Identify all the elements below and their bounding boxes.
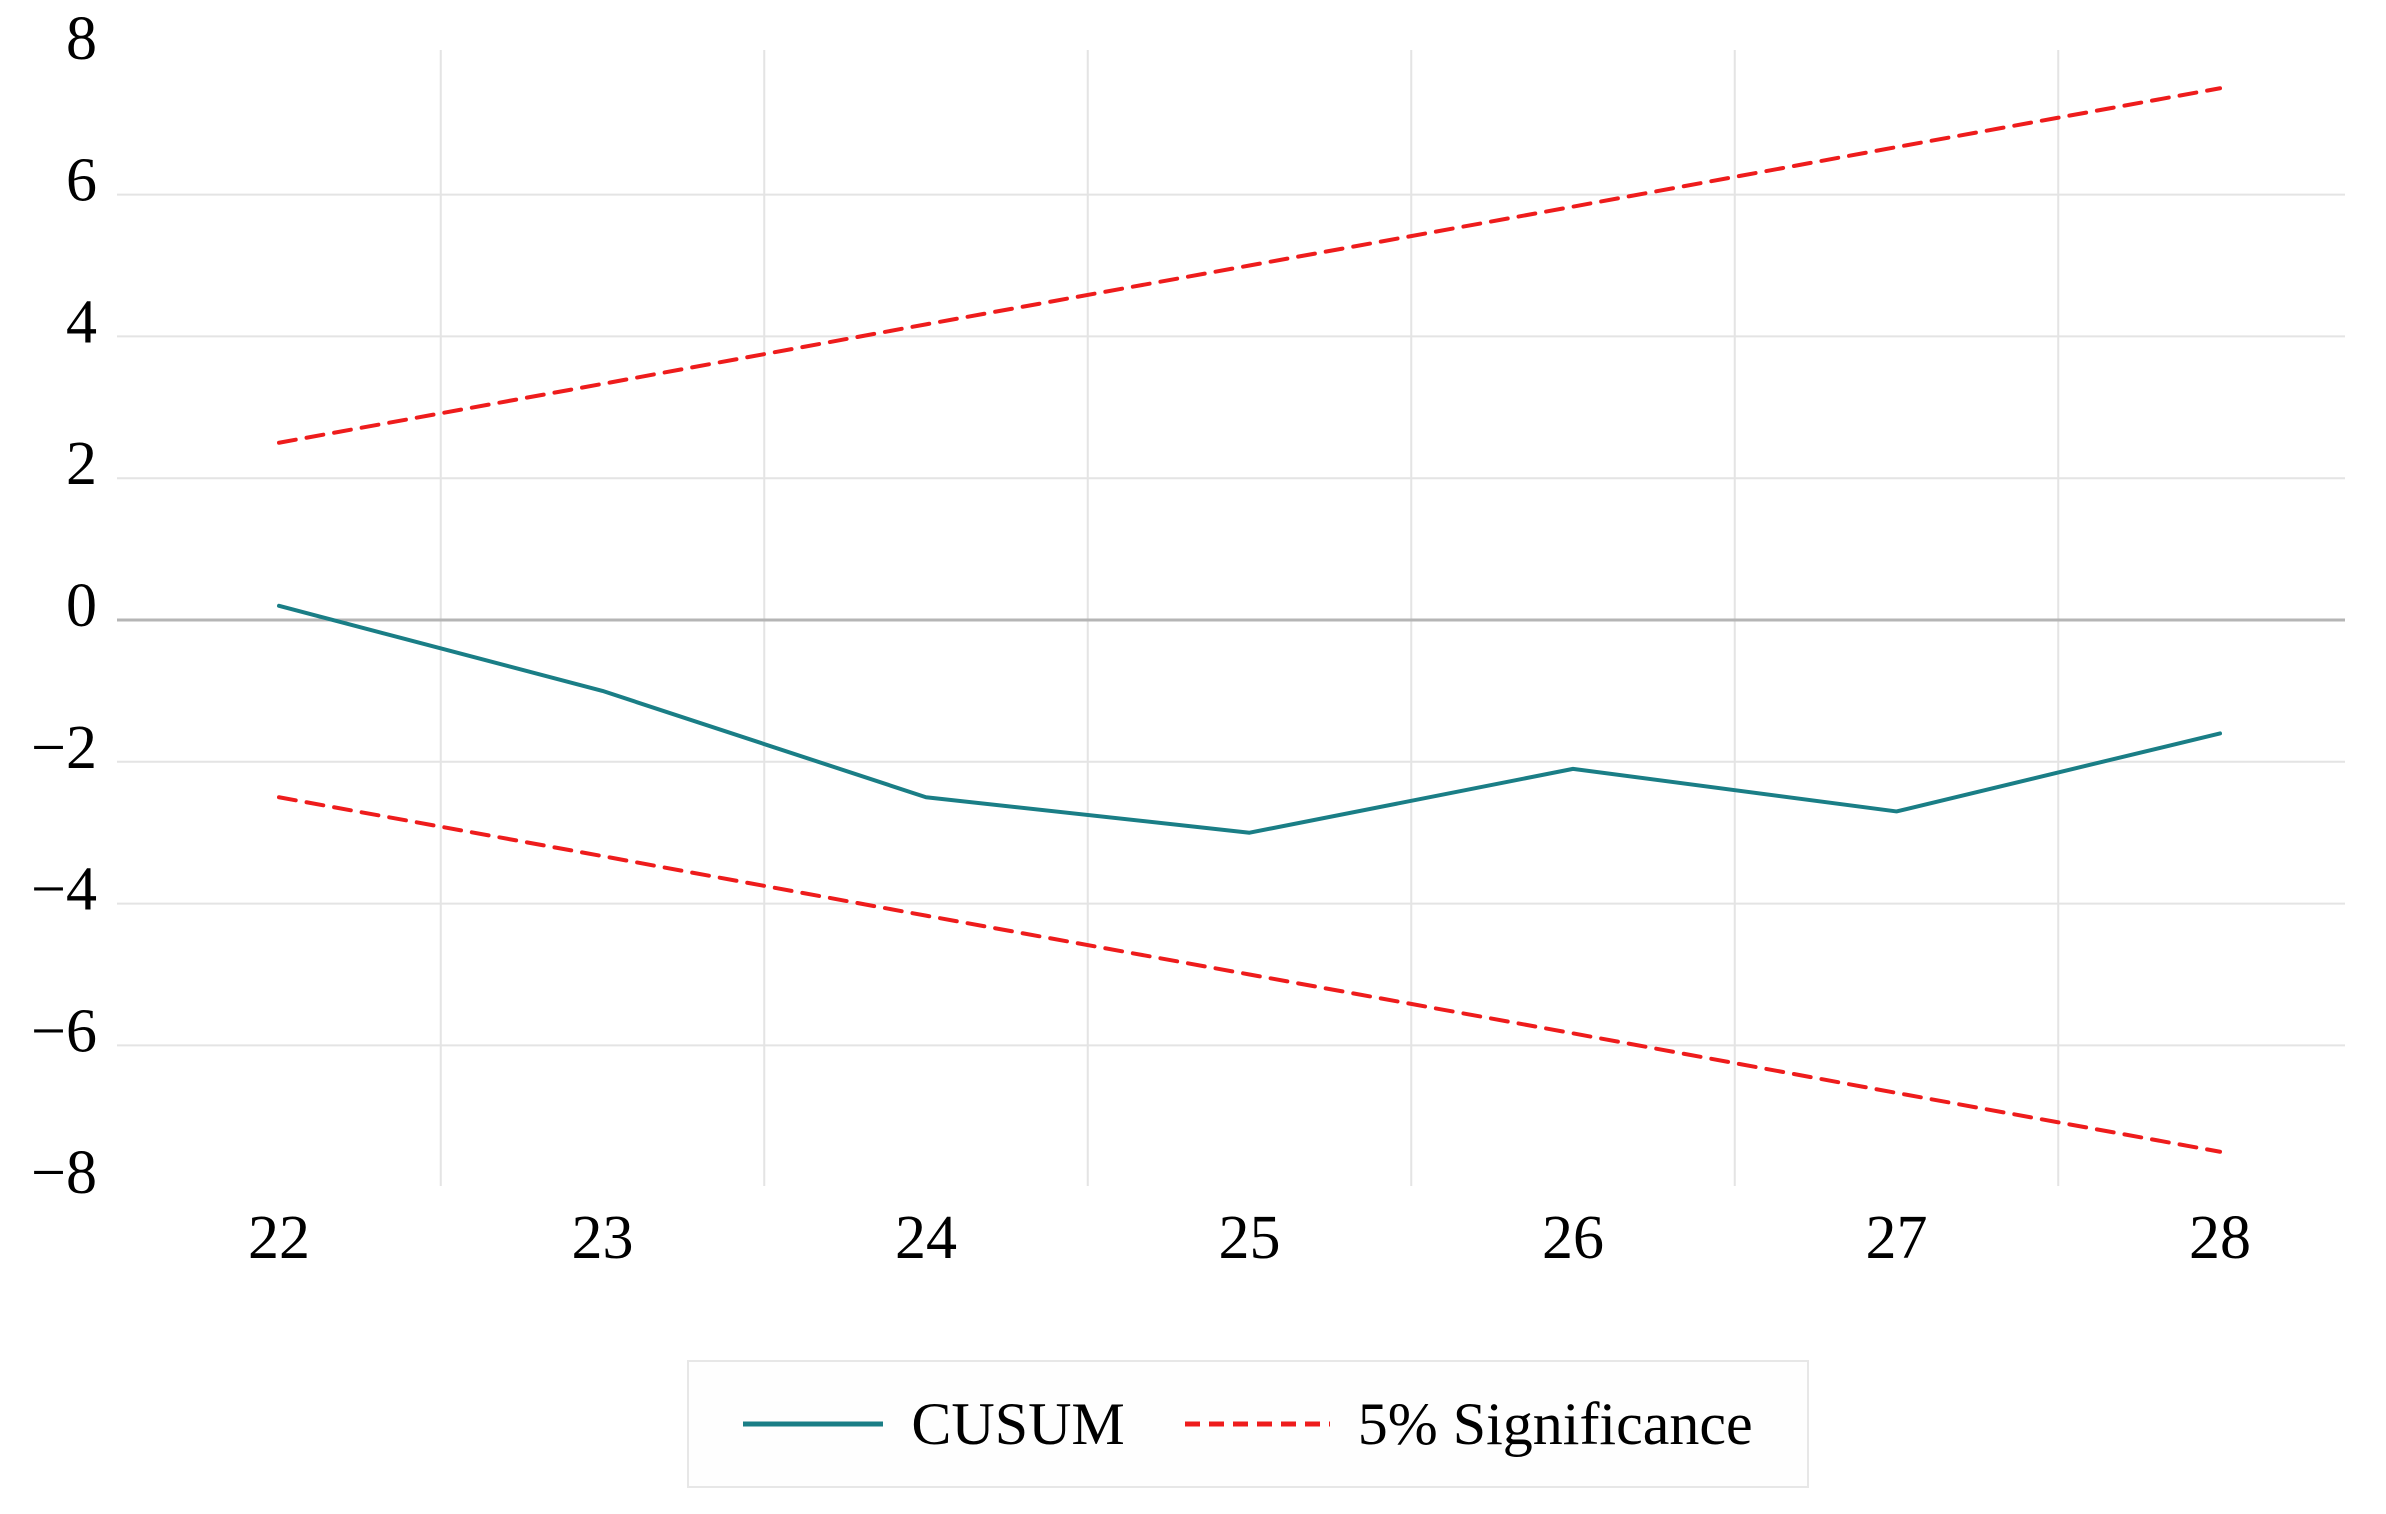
x-tick-label-28: 28 [2189,1204,2251,1272]
y-tick-label-6: 6 [66,147,97,215]
y-tick-label-−6: −6 [31,997,97,1065]
significance-lower-line [277,795,2222,1154]
x-axis-tick-labels: 22 23 24 25 26 27 28 [248,1204,2251,1272]
y-tick-label-−2: −2 [31,714,97,782]
x-tick-label-25: 25 [1219,1204,1281,1272]
y-tick-label-−8: −8 [31,1139,97,1207]
x-tick-label-23: 23 [572,1204,634,1272]
legend-label-significance: 5% Significance [1357,1391,1753,1457]
gridlines-layer [117,50,2345,1186]
x-tick-label-27: 27 [1866,1204,1928,1272]
y-tick-label-4: 4 [66,288,97,356]
y-tick-label-2: 2 [66,430,97,498]
significance-upper-line [277,86,2222,445]
x-tick-label-22: 22 [248,1204,310,1272]
x-tick-label-26: 26 [1542,1204,1604,1272]
x-tick-label-24: 24 [895,1204,957,1272]
y-tick-label-−4: −4 [31,856,97,924]
legend-box: CUSUM 5% Significance [687,1360,1809,1488]
y-axis-tick-labels: 8 6 4 2 0 −2 −4 −6 −8 [31,5,97,1207]
plot-area: 22 23 24 25 26 27 28 8 6 4 2 0 −2 −4 −6 −8 [31,5,2345,1272]
significance-line-swatch-graphic [1184,1421,1330,1427]
significance-line-swatch [1184,1419,1330,1429]
series-layer [277,86,2222,1154]
y-tick-label-0: 0 [66,572,97,640]
cusum-line [277,603,2222,835]
cusum-line-swatch [743,1419,884,1429]
y-tick-label-8: 8 [66,5,97,73]
cusum-line-swatch-graphic [743,1421,884,1427]
legend-label-cusum: CUSUM [911,1391,1125,1457]
